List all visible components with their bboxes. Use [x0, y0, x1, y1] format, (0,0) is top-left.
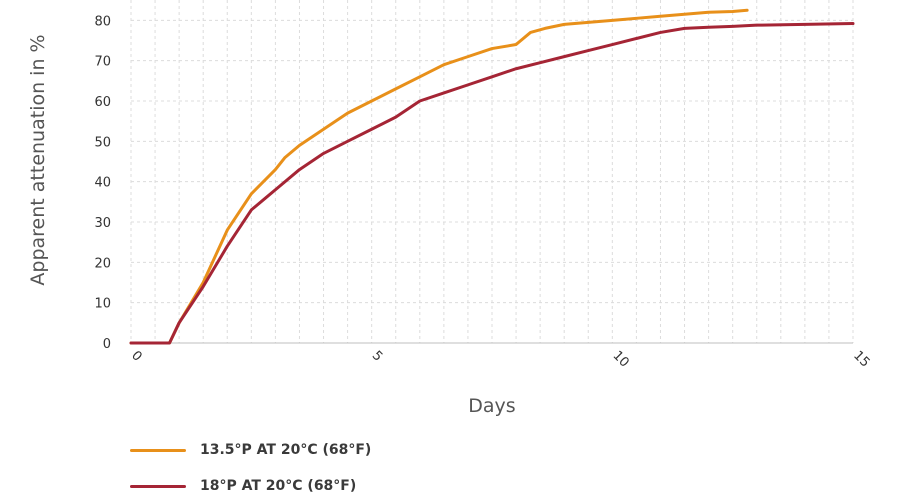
y-tick-label: 30	[94, 216, 111, 231]
series-lines	[129, 8, 855, 345]
y-tick-label: 50	[94, 135, 111, 150]
series-line-2	[129, 22, 855, 345]
legend-label-series-2: 18°P AT 20°C (68°F)	[200, 478, 357, 494]
legend-swatch-series-2	[130, 484, 186, 488]
y-axis-label: Apparent attenuation in %	[27, 34, 49, 285]
x-axis-label: Days	[468, 395, 515, 417]
x-tick-label: 10	[610, 348, 632, 370]
y-tick-label: 10	[94, 297, 111, 312]
x-tick-labels: 0 5 10 15	[128, 348, 872, 370]
x-tick-label: 0	[128, 348, 144, 364]
y-tick-label: 0	[103, 337, 111, 352]
series-line-1	[129, 8, 749, 345]
legend-label-series-1: 13.5°P AT 20°C (68°F)	[200, 442, 372, 458]
grid	[130, 0, 854, 344]
y-tick-label: 40	[94, 176, 111, 191]
y-tick-labels: 0102030405060708090	[94, 14, 111, 352]
y-tick-label: 60	[94, 95, 111, 110]
legend: 13.5°P AT 20°C (68°F) 18°P AT 20°C (68°F…	[130, 438, 371, 498]
y-tick-label: 20	[94, 256, 111, 271]
legend-swatch-series-1	[130, 448, 186, 452]
legend-item-series-1: 13.5°P AT 20°C (68°F)	[130, 438, 371, 462]
y-tick-label: 80	[94, 14, 111, 29]
legend-item-series-2: 18°P AT 20°C (68°F)	[130, 474, 371, 498]
y-tick-label: 70	[94, 55, 111, 70]
x-tick-label: 5	[369, 348, 385, 364]
x-tick-label: 15	[850, 348, 872, 370]
